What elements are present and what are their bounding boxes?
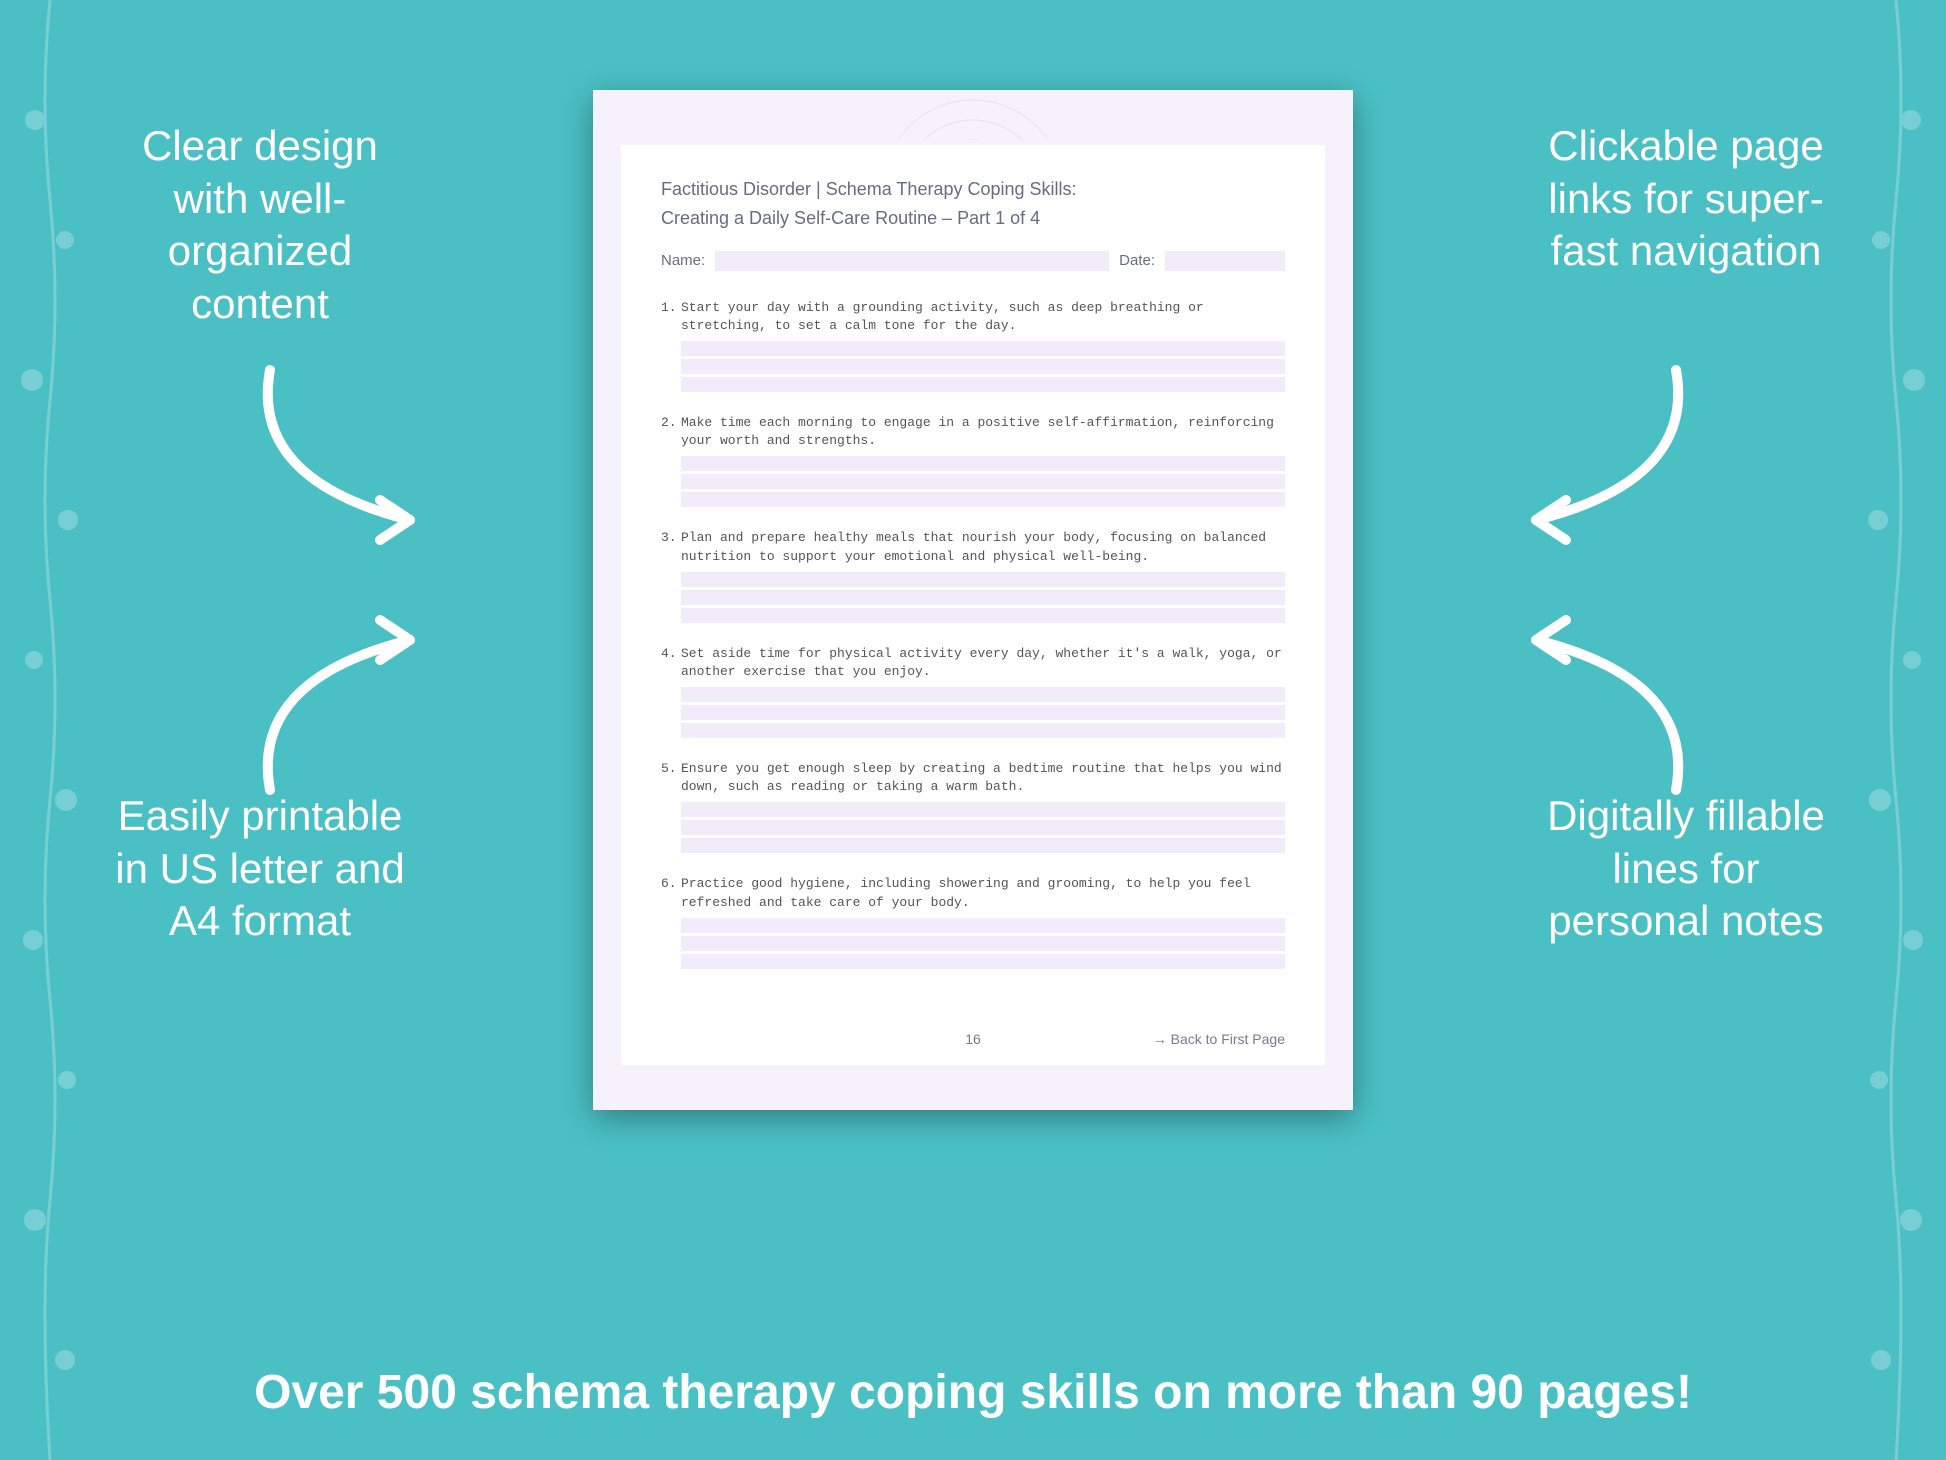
item-text: Ensure you get enough sleep by creating … <box>681 760 1285 796</box>
back-to-first-link[interactable]: → Back to First Page <box>1153 1031 1285 1047</box>
worksheet-item: 4.Set aside time for physical activity e… <box>661 645 1285 738</box>
arrow-top-right-icon <box>1496 360 1716 560</box>
worksheet-item: 1.Start your day with a grounding activi… <box>661 299 1285 392</box>
arrow-bottom-left-icon <box>230 600 450 800</box>
fill-line[interactable] <box>681 377 1285 392</box>
item-text: Set aside time for physical activity eve… <box>681 645 1285 681</box>
mandala-top-decoration <box>863 80 1083 140</box>
item-text: Start your day with a grounding activity… <box>681 299 1285 335</box>
callout-top-right: Clickable page links for super-fast navi… <box>1536 120 1836 278</box>
worksheet-title-line2: Creating a Daily Self-Care Routine – Par… <box>661 204 1285 233</box>
fill-line[interactable] <box>681 918 1285 933</box>
fill-line[interactable] <box>681 687 1285 702</box>
worksheet-title-line1: Factitious Disorder | Schema Therapy Cop… <box>661 175 1285 204</box>
fill-line[interactable] <box>681 936 1285 951</box>
callout-bottom-right: Digitally fillable lines for personal no… <box>1536 790 1836 948</box>
item-number: 2. <box>661 414 681 450</box>
fill-line[interactable] <box>681 572 1285 587</box>
callout-top-left: Clear design with well-organized content <box>110 120 410 330</box>
worksheet-item: 6.Practice good hygiene, including showe… <box>661 875 1285 968</box>
date-field[interactable] <box>1165 251 1285 271</box>
item-number: 6. <box>661 875 681 911</box>
fill-line[interactable] <box>681 341 1285 356</box>
name-field[interactable] <box>715 251 1109 271</box>
item-text: Plan and prepare healthy meals that nour… <box>681 529 1285 565</box>
fill-line[interactable] <box>681 954 1285 969</box>
item-text: Make time each morning to engage in a po… <box>681 414 1285 450</box>
fill-line[interactable] <box>681 590 1285 605</box>
name-label: Name: <box>661 252 705 269</box>
page-number: 16 <box>965 1031 981 1047</box>
fill-line[interactable] <box>681 492 1285 507</box>
arrow-bottom-right-icon <box>1496 600 1716 800</box>
item-number: 1. <box>661 299 681 335</box>
page-footer: 16 → Back to First Page <box>661 1031 1285 1047</box>
vine-right-decoration <box>1856 0 1936 1460</box>
fill-line[interactable] <box>681 820 1285 835</box>
fill-line[interactable] <box>681 802 1285 817</box>
fill-line[interactable] <box>681 723 1285 738</box>
worksheet-items: 1.Start your day with a grounding activi… <box>661 299 1285 969</box>
fill-line[interactable] <box>681 705 1285 720</box>
worksheet-inner: Factitious Disorder | Schema Therapy Cop… <box>621 145 1325 1065</box>
date-label: Date: <box>1119 252 1155 269</box>
bottom-banner: Over 500 schema therapy coping skills on… <box>0 1365 1946 1420</box>
item-number: 3. <box>661 529 681 565</box>
item-number: 4. <box>661 645 681 681</box>
arrow-top-left-icon <box>230 360 450 560</box>
worksheet-item: 2.Make time each morning to engage in a … <box>661 414 1285 507</box>
item-text: Practice good hygiene, including showeri… <box>681 875 1285 911</box>
fill-line[interactable] <box>681 456 1285 471</box>
worksheet-item: 3.Plan and prepare healthy meals that no… <box>661 529 1285 622</box>
vine-left-decoration <box>10 0 90 1460</box>
fill-line[interactable] <box>681 474 1285 489</box>
fill-line[interactable] <box>681 838 1285 853</box>
fill-line[interactable] <box>681 608 1285 623</box>
item-number: 5. <box>661 760 681 796</box>
worksheet-item: 5.Ensure you get enough sleep by creatin… <box>661 760 1285 853</box>
fill-line[interactable] <box>681 359 1285 374</box>
worksheet-page: Factitious Disorder | Schema Therapy Cop… <box>593 90 1353 1110</box>
name-date-row: Name: Date: <box>661 251 1285 271</box>
callout-bottom-left: Easily printable in US letter and A4 for… <box>110 790 410 948</box>
